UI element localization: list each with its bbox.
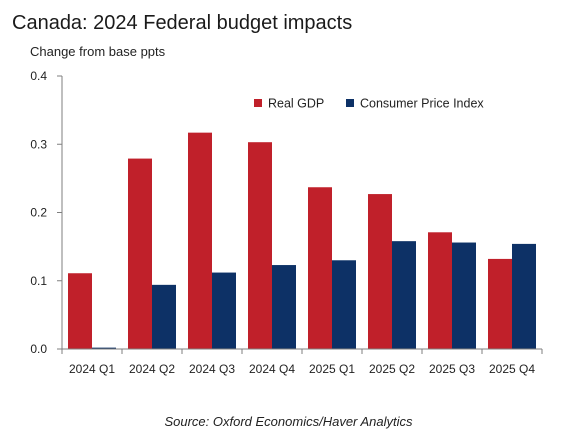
bar-cpi-2025-q1 [332,260,356,349]
bar-cpi-2025-q2 [392,241,416,349]
bar-real-gdp-2025-q1 [308,187,332,349]
bar-cpi-2024-q2 [152,284,176,349]
bar-real-gdp-2025-q3 [428,232,452,349]
bar-real-gdp-2025-q2 [368,194,392,349]
chart-subtitle: Change from base ppts [30,44,166,59]
legend-label-real-gdp: Real GDP [268,97,324,111]
x-tick-label: 2025 Q3 [429,362,475,376]
y-tick-label: 0.4 [30,69,47,83]
x-tick-label: 2025 Q4 [489,362,535,376]
x-tick-label: 2025 Q2 [369,362,415,376]
bar-cpi-2024-q1 [92,347,116,349]
y-tick-label: 0.3 [30,137,47,151]
bar-cpi-2025-q3 [452,242,476,349]
bar-cpi-2024-q3 [212,272,236,349]
bar-real-gdp-2024-q1 [68,273,92,349]
bar-real-gdp-2024-q2 [128,158,152,349]
bar-real-gdp-2024-q4 [248,142,272,349]
x-tick-label: 2025 Q1 [309,362,355,376]
legend-swatch-real-gdp [254,99,262,107]
y-tick-label: 0.2 [30,206,47,220]
bar-real-gdp-2025-q4 [488,258,512,349]
bar-cpi-2024-q4 [272,265,296,349]
chart-title: Canada: 2024 Federal budget impacts [12,12,353,34]
x-tick-label: 2024 Q3 [189,362,235,376]
x-tick-label: 2024 Q1 [69,362,115,376]
legend-label-cpi: Consumer Price Index [360,97,484,111]
chart-source: Source: Oxford Economics/Haver Analytics [164,414,413,429]
legend-swatch-cpi [346,99,354,107]
bar-cpi-2025-q4 [512,243,536,349]
x-tick-label: 2024 Q4 [249,362,295,376]
y-tick-label: 0.1 [30,274,47,288]
y-tick-label: 0.0 [30,342,47,356]
bar-real-gdp-2024-q3 [188,132,212,349]
x-tick-label: 2024 Q2 [129,362,175,376]
